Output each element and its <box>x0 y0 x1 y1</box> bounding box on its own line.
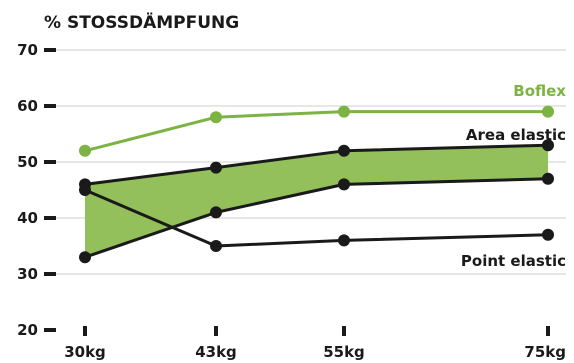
series-2-point-55kg <box>338 178 350 191</box>
series-0-line <box>84 110 548 153</box>
y-axis-title: % STOSSDÄMPFUNG <box>44 11 239 33</box>
x-tick-label-43kg: 43kg <box>195 343 237 361</box>
series-3-point-43kg <box>210 240 222 252</box>
series-1-point-43kg <box>210 161 222 174</box>
y-tick-label-50: 50 <box>17 153 38 171</box>
series-2-point-30kg <box>79 251 91 264</box>
series-2-point-75kg <box>542 172 554 185</box>
series-3-point-55kg <box>338 234 350 247</box>
y-tick-label-60: 60 <box>17 97 38 115</box>
area-elastic-band <box>85 145 548 258</box>
series-label-1: Area elastic <box>466 126 566 144</box>
series-1-point-75kg <box>542 139 554 152</box>
series-0-point-55kg <box>338 105 350 118</box>
y-axis: 20 30 40 50 60 70 <box>17 41 56 339</box>
series-3-point-30kg <box>79 184 91 196</box>
y-tick-label-30: 30 <box>17 265 38 283</box>
series-0-point-43kg <box>210 111 222 124</box>
series-lines <box>84 110 549 259</box>
series-0-point-75kg <box>542 105 554 118</box>
series-label-3: Point elastic <box>461 252 566 270</box>
y-tick-label-70: 70 <box>17 41 38 59</box>
series-1-point-55kg <box>338 144 350 157</box>
series-3-line <box>84 188 549 248</box>
series-labels: Boflex Area elastic Point elastic <box>461 82 566 270</box>
series-2-point-43kg <box>210 206 222 219</box>
area-elastic-fill <box>85 145 548 258</box>
series-3-point-75kg <box>542 228 554 241</box>
x-axis: 30kg 43kg 55kg 75kg <box>64 326 566 361</box>
x-tick-label-75kg: 75kg <box>524 343 566 361</box>
series-label-0: Boflex <box>513 82 566 100</box>
x-tick-label-30kg: 30kg <box>64 343 106 361</box>
y-tick-label-20: 20 <box>17 321 38 339</box>
series-points <box>79 105 554 264</box>
series-2-line <box>84 177 549 259</box>
series-0-point-30kg <box>79 144 91 157</box>
series-1-line <box>84 143 549 186</box>
y-tick-label-40: 40 <box>17 209 38 227</box>
x-tick-label-55kg: 55kg <box>323 343 365 361</box>
